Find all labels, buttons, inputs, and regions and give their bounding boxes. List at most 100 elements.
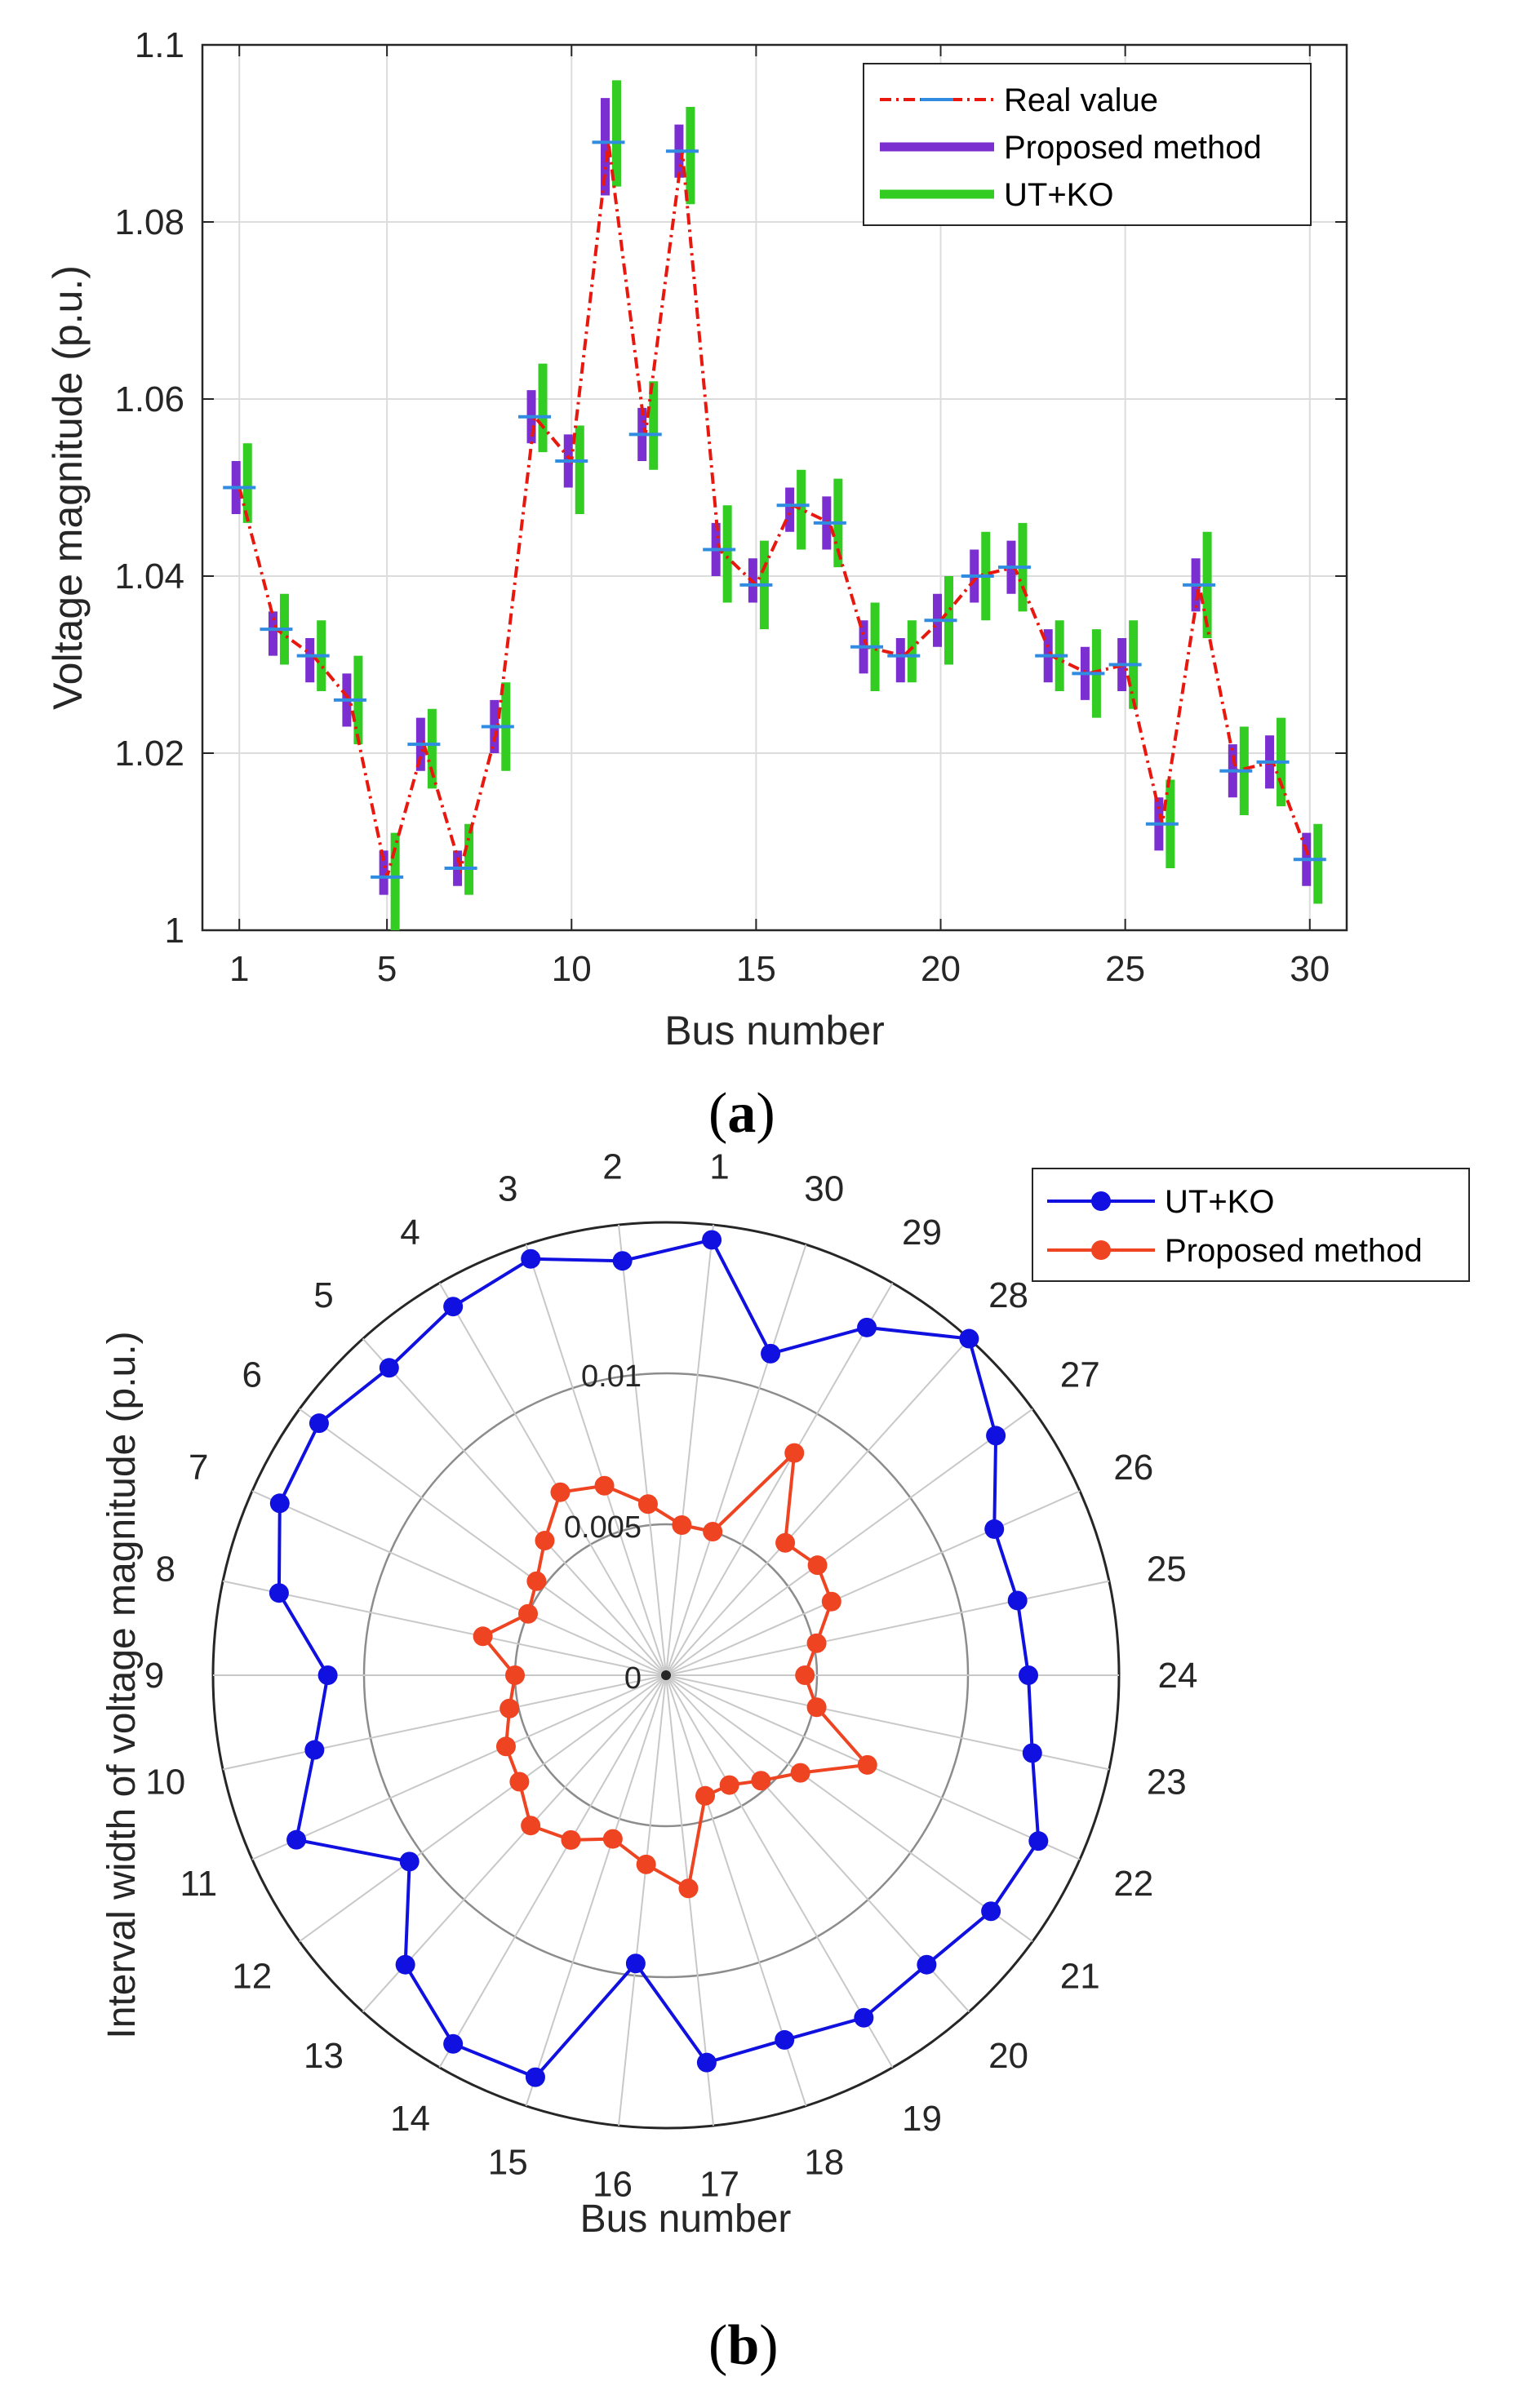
legend-label: UT+KO	[1004, 177, 1113, 213]
y-tick-label: 1.06	[114, 379, 184, 419]
polar-spoke	[438, 1282, 667, 1676]
polar-grid	[211, 1221, 1121, 2130]
y-tick-label: 1.04	[114, 557, 184, 596]
category-label: 4	[400, 1213, 420, 1253]
ut-ko-point	[443, 1297, 464, 1317]
category-label: 3	[498, 1169, 517, 1209]
legend-box-b	[1032, 1168, 1470, 1282]
x-tick-label: 25	[1105, 949, 1145, 989]
ut-ko-point	[269, 1493, 290, 1514]
polar-spoke	[665, 1224, 715, 1676]
category-label: 25	[1147, 1550, 1187, 1590]
ut-ko-point	[1007, 1590, 1028, 1611]
proposed-point	[594, 1475, 615, 1496]
ut-ko-point	[981, 1901, 1001, 1922]
polar-spoke	[665, 1282, 894, 1676]
polar-spoke	[251, 1674, 667, 1860]
ut-ko-point	[761, 1343, 781, 1364]
polar-spoke	[665, 1337, 970, 1676]
y-tick-label: 1.02	[114, 734, 184, 774]
polar-spoke	[665, 1674, 1033, 1943]
polar-spoke	[665, 1674, 970, 2013]
category-label: 17	[699, 2165, 739, 2205]
proposed-point	[775, 1532, 796, 1553]
polar-center	[661, 1670, 671, 1680]
panel-label-a-text: a	[727, 1082, 757, 1145]
polar-spoke	[665, 1674, 1110, 1771]
ut-ko-point	[317, 1665, 338, 1685]
proposed-point	[509, 1772, 530, 1792]
category-label: 29	[902, 1213, 942, 1253]
ut-ko-point	[625, 1953, 646, 1974]
legend-b: UT+KO Proposed method	[1032, 1168, 1470, 1282]
proposed-point	[672, 1515, 692, 1536]
panel-label-b: (b)	[708, 2314, 779, 2377]
r-tick-label: 0	[624, 1661, 642, 1696]
proposed-point	[790, 1763, 810, 1783]
polar-spoke	[362, 1674, 667, 2013]
proposed-point	[602, 1829, 623, 1849]
category-label: 9	[144, 1656, 164, 1696]
ut-ko-point	[521, 1248, 541, 1269]
y-tick-label: 1.1	[135, 25, 184, 65]
proposed-point	[637, 1494, 658, 1514]
polar-spoke	[665, 1490, 1081, 1676]
series-ut-ko	[269, 1230, 1049, 2087]
proposed-point	[751, 1771, 771, 1791]
category-label: 26	[1113, 1448, 1153, 1488]
proposed-point	[806, 1633, 827, 1653]
proposed-point	[517, 1603, 538, 1624]
ut-ko-point	[304, 1740, 325, 1760]
category-label: 12	[232, 1957, 272, 1997]
series-proposed	[473, 1443, 877, 1899]
proposed-point	[535, 1531, 555, 1551]
category-label: 14	[390, 2099, 430, 2139]
x-tick-label: 1	[229, 949, 249, 989]
x-tick-label: 20	[921, 949, 961, 989]
category-label: 8	[155, 1550, 175, 1590]
proposed-point	[550, 1482, 571, 1502]
ut-ko-point	[379, 1358, 399, 1378]
proposed-point	[695, 1785, 716, 1806]
proposed-point	[495, 1736, 516, 1757]
category-label: 15	[488, 2142, 528, 2182]
proposed-point	[521, 1816, 541, 1836]
real-value-markers	[223, 140, 1326, 879]
legend-swatch-marker	[1091, 1191, 1111, 1211]
ut-ko-point	[854, 2007, 874, 2028]
y-tick-label: 1.08	[114, 202, 184, 242]
legend-label: UT+KO	[1165, 1184, 1274, 1220]
x-tick-label: 5	[377, 949, 397, 989]
polar-spoke	[222, 1580, 667, 1676]
category-label: 21	[1060, 1957, 1100, 1997]
y-axis-label-b: Interval width of voltage magnitude (p.u…	[100, 1331, 144, 2038]
ut-ko-point	[612, 1251, 633, 1271]
legend-label: Real value	[1004, 82, 1158, 118]
polar-spoke	[438, 1674, 667, 2069]
y-tick-label: 1	[165, 911, 184, 951]
polar-spoke	[299, 1408, 667, 1676]
legend-a: Real value Proposed method UT+KO	[863, 63, 1312, 226]
ut-ko-point	[857, 1317, 877, 1337]
r-tick-label: 0.01	[581, 1359, 642, 1394]
polar-spoke	[617, 1674, 667, 2126]
ut-ko-point	[309, 1413, 329, 1434]
real-value-line	[238, 142, 1312, 878]
proposed-point	[807, 1555, 828, 1576]
category-label: 24	[1158, 1656, 1198, 1696]
category-label: 2	[602, 1146, 622, 1186]
proposed-point	[795, 1665, 815, 1685]
polar-spoke	[665, 1674, 894, 2069]
proposed-point	[500, 1698, 520, 1718]
polar-spoke	[617, 1224, 667, 1676]
polar-spoke	[665, 1674, 715, 2126]
category-label: 27	[1060, 1355, 1100, 1395]
polar-spoke	[665, 1580, 1110, 1676]
panel-label-a: (a)	[708, 1082, 775, 1145]
x-tick-label: 15	[736, 949, 776, 989]
x-tick-label: 30	[1290, 949, 1330, 989]
ut-ko-point	[1028, 1831, 1049, 1851]
ut-ko-point	[696, 2052, 717, 2073]
